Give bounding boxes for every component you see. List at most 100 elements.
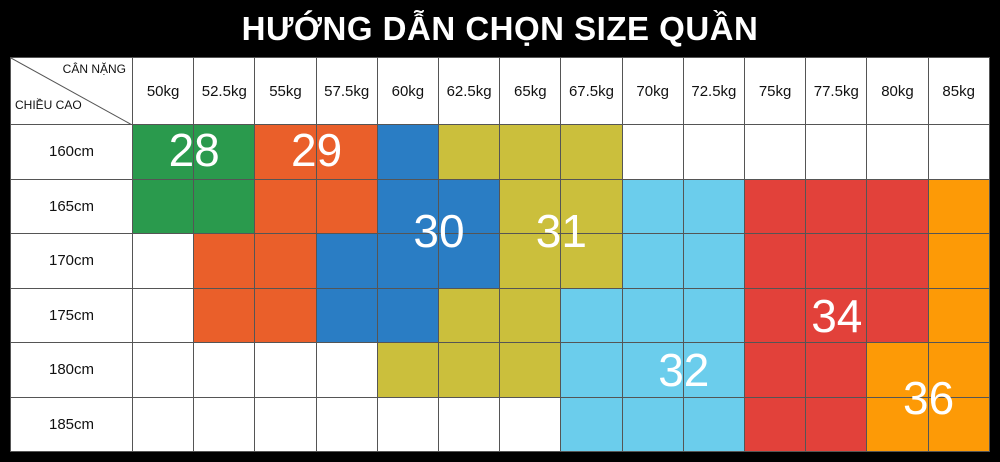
size-cell: [745, 397, 807, 452]
size-cell: [928, 179, 990, 234]
size-cell: [683, 397, 745, 452]
size-cell: [255, 179, 317, 234]
height-header: 165cm: [10, 179, 133, 234]
weight-header: 80kg: [867, 57, 929, 125]
weight-header: 50kg: [133, 57, 195, 125]
weight-header: 67.5kg: [561, 57, 623, 125]
size-cell: [194, 234, 256, 289]
size-cell: [806, 397, 868, 452]
size-cell: [316, 397, 378, 452]
size-cell: [622, 343, 684, 398]
size-cell: [928, 288, 990, 343]
size-cell: [806, 125, 868, 180]
size-cell: [439, 179, 501, 234]
size-cell: [500, 343, 562, 398]
size-cell: [683, 179, 745, 234]
size-cell: [439, 288, 501, 343]
size-cell: [683, 125, 745, 180]
size-cell: [377, 125, 439, 180]
size-cell: [255, 288, 317, 343]
weight-axis-label: CÂN NẶNG: [62, 62, 126, 76]
size-cell: [928, 234, 990, 289]
size-cell: [928, 343, 990, 398]
corner-diagonal: [11, 58, 132, 124]
size-cell: [439, 343, 501, 398]
size-cell: [194, 125, 256, 180]
size-cell: [500, 179, 562, 234]
size-cell: [194, 343, 256, 398]
size-cell: [867, 288, 929, 343]
height-axis-label: CHIỀU CAO: [15, 98, 82, 112]
weight-header: 62.5kg: [439, 57, 501, 125]
size-cell: [561, 234, 623, 289]
weight-header: 60kg: [377, 57, 439, 125]
size-cell: [622, 234, 684, 289]
size-cell: [867, 397, 929, 452]
size-cell: [316, 125, 378, 180]
size-cell: [928, 125, 990, 180]
weight-header: 57.5kg: [316, 57, 378, 125]
size-cell: [622, 288, 684, 343]
size-cell: [622, 397, 684, 452]
size-cell: [745, 343, 807, 398]
size-cell: [439, 125, 501, 180]
size-cell: [133, 288, 195, 343]
size-cell: [500, 288, 562, 343]
size-cell: [806, 288, 868, 343]
size-cell: [928, 397, 990, 452]
size-cell: [133, 125, 195, 180]
size-cell: [255, 343, 317, 398]
page-title: HƯỚNG DẪN CHỌN SIZE QUẦN: [241, 9, 759, 47]
size-cell: [500, 397, 562, 452]
size-cell: [867, 343, 929, 398]
size-cell: [867, 125, 929, 180]
size-cell: [377, 179, 439, 234]
weight-header: 72.5kg: [683, 57, 745, 125]
weight-header: 77.5kg: [806, 57, 868, 125]
size-cell: [133, 234, 195, 289]
size-cell: [745, 179, 807, 234]
size-cell: [867, 234, 929, 289]
size-chart-table: CÂN NẶNG CHIỀU CAO 50kg 52.5kg 55kg 57.5kg 60k…: [10, 57, 990, 452]
size-cell: [500, 234, 562, 289]
size-cell: [133, 343, 195, 398]
weight-header: 70kg: [622, 57, 684, 125]
size-cell: [133, 397, 195, 452]
size-cell: [745, 125, 807, 180]
height-header: 170cm: [10, 234, 133, 289]
height-header: 185cm: [10, 397, 133, 452]
size-cell: [561, 288, 623, 343]
size-cell: [194, 397, 256, 452]
weight-header: 75kg: [745, 57, 807, 125]
size-cell: [377, 288, 439, 343]
size-cell: [683, 343, 745, 398]
size-cell: [194, 288, 256, 343]
weight-header: 65kg: [500, 57, 562, 125]
size-cell: [377, 343, 439, 398]
size-cell: [194, 179, 256, 234]
size-cell: [133, 179, 195, 234]
size-cell: [316, 234, 378, 289]
size-cell: [439, 234, 501, 289]
size-cell: [316, 179, 378, 234]
size-cell: [255, 397, 317, 452]
size-cell: [561, 125, 623, 180]
size-cell: [561, 179, 623, 234]
size-cell: [439, 397, 501, 452]
size-cell: [500, 125, 562, 180]
size-cell: [683, 234, 745, 289]
corner-header: CÂN NẶNG CHIỀU CAO: [10, 57, 133, 125]
size-cell: [377, 397, 439, 452]
size-cell: [867, 179, 929, 234]
height-header: 175cm: [10, 288, 133, 343]
size-cell: [806, 179, 868, 234]
size-cell: [316, 343, 378, 398]
size-cell: [806, 343, 868, 398]
size-cell: [622, 179, 684, 234]
height-header: 160cm: [10, 125, 133, 180]
weight-header: 52.5kg: [194, 57, 256, 125]
size-cell: [622, 125, 684, 180]
size-cell: [255, 234, 317, 289]
size-cell: [745, 234, 807, 289]
size-cell: [745, 288, 807, 343]
